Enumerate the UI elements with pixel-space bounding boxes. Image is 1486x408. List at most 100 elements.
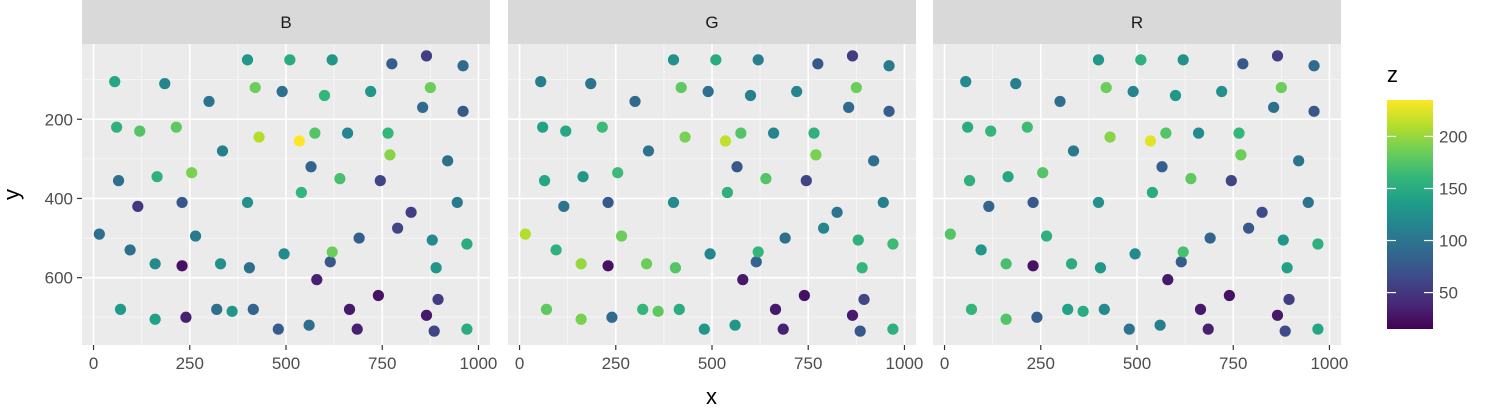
data-point — [854, 325, 866, 337]
data-point — [1235, 149, 1247, 161]
data-point — [960, 76, 972, 88]
data-point — [1037, 167, 1049, 179]
data-point — [944, 228, 956, 240]
data-point — [1243, 222, 1255, 234]
data-point — [1123, 323, 1135, 335]
facet-panels: B 0 250 500 750 1000 G 0 250 500 750 1000 R 0 250 500 75… — [82, 0, 1348, 373]
data-point — [1092, 54, 1105, 66]
legend-tick-label: 200 — [1439, 127, 1467, 146]
y-tick-label: 200 — [45, 110, 73, 129]
data-point — [430, 262, 442, 274]
x-tick-label: 0 — [515, 354, 524, 373]
data-point — [1162, 274, 1174, 286]
data-point — [1100, 81, 1112, 94]
x-tick-label: 250 — [176, 354, 204, 373]
data-point — [731, 161, 743, 173]
data-point — [596, 121, 608, 133]
data-point — [420, 309, 433, 321]
data-point — [843, 101, 855, 113]
data-point — [249, 81, 261, 94]
data-point — [382, 127, 394, 139]
data-point — [868, 155, 880, 167]
data-point — [176, 196, 188, 209]
data-point — [1308, 105, 1320, 117]
legend-title: z — [1387, 62, 1398, 87]
data-point — [767, 127, 780, 139]
facet-strip — [82, 0, 490, 44]
data-point — [883, 60, 895, 72]
data-point — [457, 60, 469, 72]
data-point — [384, 149, 396, 161]
data-point — [575, 313, 587, 325]
data-point — [798, 289, 810, 302]
data-point — [769, 303, 782, 315]
data-point — [1021, 121, 1033, 133]
data-point — [189, 230, 202, 242]
data-point — [1160, 127, 1172, 139]
data-point — [558, 200, 570, 212]
data-point — [1092, 196, 1105, 209]
data-point — [750, 256, 762, 268]
data-point — [1204, 232, 1216, 244]
data-point — [432, 293, 444, 306]
data-point — [679, 131, 691, 143]
data-point — [535, 76, 547, 88]
data-point — [1062, 303, 1074, 315]
data-point — [1302, 196, 1314, 209]
data-point — [852, 234, 864, 246]
data-point — [334, 173, 346, 185]
data-point — [420, 50, 433, 62]
facet-strip-label: B — [280, 13, 291, 32]
data-point — [1000, 258, 1012, 270]
data-point — [577, 171, 589, 183]
facet-panel-B: B 0 250 500 750 1000 — [82, 0, 497, 373]
data-point — [278, 248, 290, 260]
data-point — [1271, 50, 1284, 62]
x-tick-label: 1000 — [460, 354, 498, 373]
x-tick-label: 500 — [1123, 354, 1151, 373]
data-point — [1154, 319, 1166, 331]
data-point — [326, 246, 338, 258]
data-point — [311, 274, 323, 286]
data-point — [1027, 196, 1039, 209]
data-point — [318, 89, 331, 102]
data-point — [1185, 173, 1197, 185]
data-point — [1010, 78, 1022, 90]
data-point — [602, 196, 614, 209]
data-point — [1225, 175, 1237, 187]
data-point — [985, 125, 997, 137]
data-point — [226, 305, 238, 317]
data-point — [424, 81, 436, 94]
data-point — [442, 155, 454, 167]
data-point — [1281, 262, 1293, 274]
data-point — [965, 303, 978, 315]
data-point — [850, 81, 862, 94]
data-point — [149, 313, 161, 325]
legend-colorbar — [1387, 100, 1433, 329]
data-point — [1308, 60, 1320, 72]
data-point — [887, 323, 899, 335]
data-point — [538, 175, 551, 187]
legend-ticks: 50 100 150 200 — [1387, 127, 1467, 303]
data-point — [962, 121, 974, 133]
data-point — [284, 54, 296, 66]
data-point — [1146, 186, 1158, 199]
data-point — [309, 127, 321, 139]
data-point — [540, 303, 553, 315]
legend-tick-label: 150 — [1439, 179, 1467, 198]
data-point — [752, 246, 764, 258]
data-point — [451, 196, 463, 209]
data-point — [305, 161, 317, 173]
data-point — [642, 145, 655, 157]
data-point — [1135, 54, 1147, 66]
data-point — [1177, 54, 1189, 66]
data-point — [170, 121, 182, 133]
data-point — [612, 167, 624, 179]
data-point — [698, 323, 710, 335]
data-point — [112, 175, 125, 187]
data-point — [405, 206, 417, 218]
data-point — [1065, 258, 1078, 270]
data-point — [1104, 131, 1116, 143]
data-point — [831, 206, 843, 218]
data-point — [180, 311, 192, 323]
